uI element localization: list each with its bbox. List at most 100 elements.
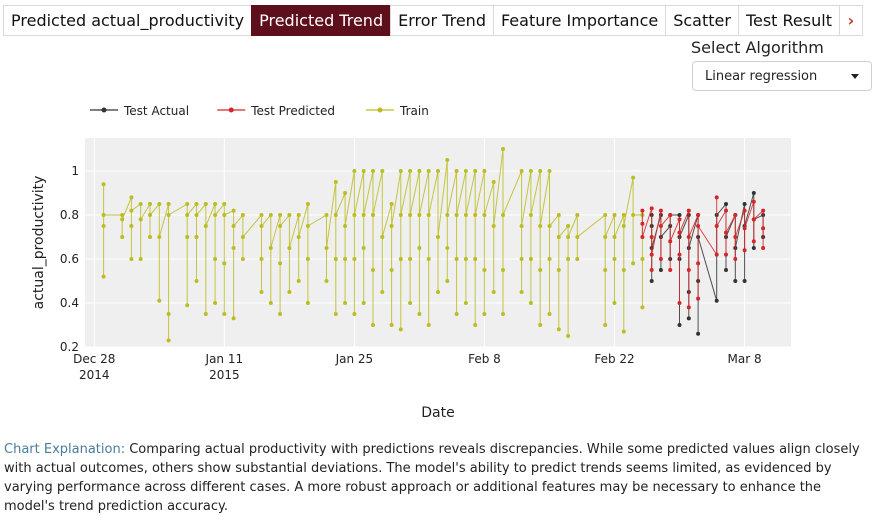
data-point	[473, 323, 478, 327]
algorithm-select[interactable]: Linear regression	[692, 61, 872, 91]
data-point	[519, 169, 524, 173]
data-point	[686, 316, 691, 321]
data-point	[482, 312, 487, 316]
data-point	[603, 268, 608, 272]
data-point	[649, 279, 654, 283]
data-point	[436, 169, 440, 173]
data-point	[528, 257, 533, 261]
tab-feature-importance[interactable]: Feature Importance	[492, 5, 666, 36]
data-point	[677, 323, 682, 327]
data-point	[491, 224, 496, 228]
data-point	[649, 235, 654, 239]
data-point	[185, 303, 190, 308]
data-point	[612, 213, 617, 217]
data-point	[658, 268, 663, 272]
data-point	[621, 329, 626, 334]
data-point	[148, 213, 152, 217]
data-point	[343, 224, 348, 228]
data-point	[556, 235, 561, 239]
data-point	[361, 246, 366, 250]
data-point	[556, 213, 561, 217]
data-point	[473, 213, 478, 217]
data-point	[333, 257, 338, 261]
data-point	[761, 208, 766, 213]
data-point	[547, 257, 552, 261]
data-point	[408, 213, 413, 217]
data-point	[333, 312, 338, 316]
data-point	[742, 279, 747, 283]
y-axis-title: actual_productivity	[31, 176, 47, 310]
legend-swatch-marker	[101, 107, 107, 113]
data-point	[296, 235, 301, 239]
data-point	[417, 312, 422, 316]
data-point	[213, 202, 218, 206]
legend-label: Train	[399, 104, 429, 118]
data-point	[203, 224, 208, 228]
tab-predicted-trend[interactable]: Predicted Trend	[251, 5, 391, 36]
data-point	[528, 213, 533, 217]
data-point	[333, 180, 338, 184]
data-point	[213, 257, 218, 261]
legend-swatch-marker	[228, 107, 234, 113]
data-point	[603, 323, 608, 327]
data-point	[631, 261, 636, 266]
data-point	[724, 268, 728, 272]
data-point	[556, 327, 561, 332]
data-point	[519, 224, 524, 228]
data-point	[547, 312, 552, 316]
data-point	[677, 217, 682, 222]
data-point	[575, 257, 580, 261]
tab-scatter[interactable]: Scatter	[665, 5, 738, 36]
data-point	[742, 248, 747, 253]
data-point	[157, 298, 162, 303]
data-point	[343, 191, 348, 195]
data-point	[621, 213, 626, 217]
data-point	[463, 213, 468, 217]
x-axis-title: Date	[421, 405, 454, 421]
data-point	[519, 290, 524, 294]
y-tick-label: 0.6	[60, 252, 79, 266]
data-point	[603, 235, 608, 239]
data-point	[482, 169, 487, 173]
tab-predicted-actual-productivity[interactable]: Predicted actual_productivity	[3, 5, 252, 36]
data-point	[371, 213, 375, 217]
data-point	[658, 224, 663, 228]
data-point	[417, 246, 422, 250]
data-point	[426, 169, 431, 173]
data-point	[733, 257, 738, 261]
data-point	[677, 301, 682, 305]
data-point	[686, 305, 691, 310]
tab-error-trend[interactable]: Error Trend	[390, 5, 493, 36]
data-point	[668, 239, 673, 244]
chart-explanation: Chart Explanation: Comparing actual prod…	[4, 440, 866, 516]
data-point	[352, 312, 357, 316]
data-point	[166, 202, 171, 206]
data-point	[361, 213, 366, 217]
data-point	[454, 312, 459, 316]
data-point	[157, 202, 162, 206]
caret-down-icon	[851, 73, 859, 79]
data-point	[714, 224, 719, 228]
data-point	[129, 195, 134, 200]
data-point	[278, 224, 283, 228]
chevron-right-icon[interactable]: ›	[838, 5, 863, 36]
data-point	[538, 169, 543, 173]
data-point	[751, 217, 756, 222]
legend-label: Test Actual	[123, 104, 189, 118]
data-point	[278, 261, 283, 266]
data-point	[417, 213, 422, 217]
data-point	[733, 213, 738, 217]
data-point	[398, 327, 403, 332]
data-point	[185, 213, 190, 217]
data-point	[240, 213, 245, 217]
data-point	[101, 213, 106, 217]
data-point	[649, 252, 654, 257]
data-point	[259, 257, 264, 261]
data-point	[454, 169, 459, 173]
series-line	[103, 148, 643, 341]
data-point	[658, 208, 663, 213]
data-point	[166, 312, 171, 316]
tab-test-result[interactable]: Test Result	[737, 5, 839, 36]
data-point	[138, 217, 143, 222]
data-point	[389, 323, 394, 327]
